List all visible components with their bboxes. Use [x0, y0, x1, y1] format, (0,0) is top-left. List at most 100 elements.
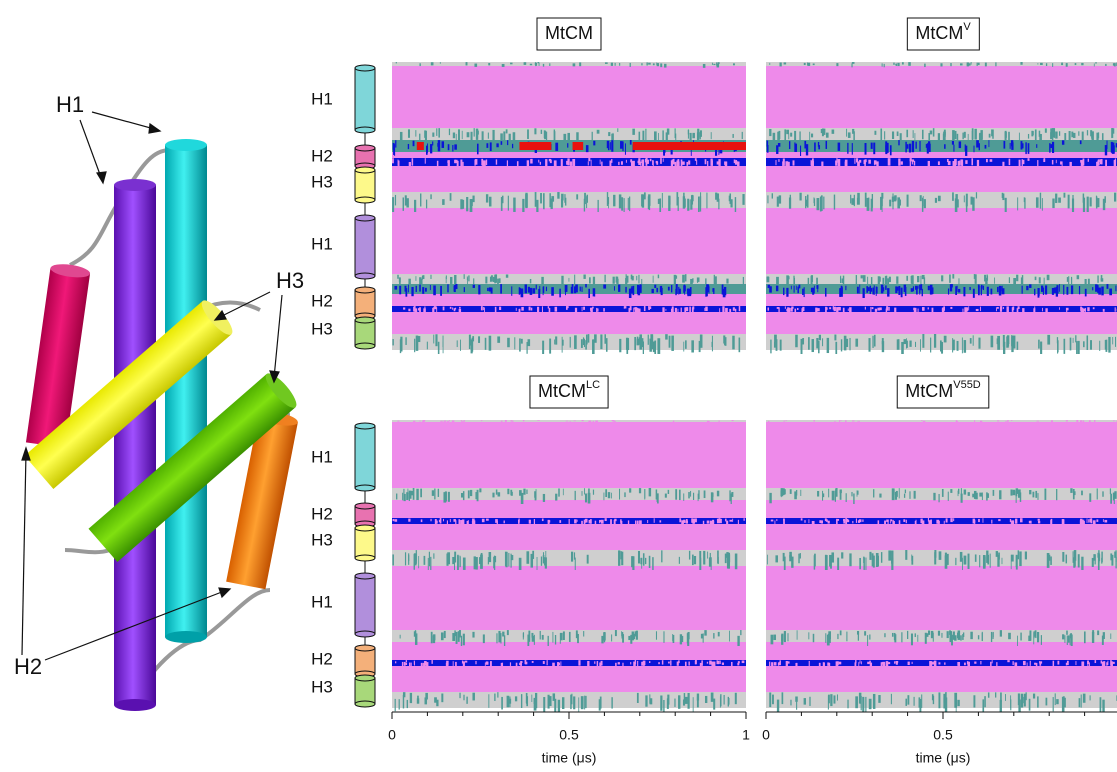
band-noise [807, 195, 809, 208]
band-noise [960, 635, 962, 640]
band-noise [944, 521, 945, 524]
band-noise [909, 341, 911, 347]
band-noise [1042, 308, 1043, 311]
band-noise [1018, 693, 1020, 705]
band-noise [985, 145, 987, 149]
band-noise [549, 63, 550, 66]
band-noise [1067, 277, 1068, 282]
band-noise [583, 275, 585, 279]
band-noise [1047, 335, 1050, 345]
band-noise [901, 632, 902, 642]
band-noise [475, 557, 477, 570]
band-noise [801, 518, 803, 520]
band-noise [545, 557, 547, 568]
band-noise [530, 159, 532, 164]
band-noise [406, 198, 408, 207]
band-noise [786, 420, 787, 421]
legend-label: H3 [311, 530, 333, 549]
band-noise [591, 160, 592, 167]
band-noise [443, 342, 444, 354]
band-noise [406, 663, 407, 665]
band-noise [611, 634, 612, 641]
band-noise [855, 339, 858, 347]
band-noise [838, 159, 841, 166]
band-noise [422, 276, 423, 280]
band-noise [737, 636, 739, 646]
band-noise [671, 285, 672, 292]
band-noise [428, 558, 429, 570]
band-noise [697, 278, 698, 283]
band-noise [1025, 552, 1027, 560]
band-noise [908, 662, 910, 665]
band-noise [1033, 694, 1035, 699]
band-noise [495, 519, 498, 523]
band-noise [512, 144, 513, 148]
band-noise [970, 632, 972, 639]
band-noise [688, 200, 690, 211]
band-noise [857, 491, 859, 495]
band-noise [486, 143, 488, 148]
band-noise [486, 194, 488, 202]
band-noise [938, 631, 940, 636]
band-noise [461, 636, 462, 646]
band-noise [915, 633, 916, 637]
band-noise [681, 520, 684, 525]
band-noise [1091, 518, 1093, 523]
band-noise [881, 285, 883, 294]
band-noise [397, 275, 398, 279]
band-noise [857, 631, 859, 635]
band-noise [869, 634, 870, 639]
band-noise [519, 338, 521, 351]
band-noise [987, 287, 989, 296]
band-noise [486, 159, 487, 165]
band-noise [683, 699, 685, 705]
band-noise [1077, 275, 1079, 279]
band-noise [514, 337, 515, 349]
band-noise [531, 554, 534, 568]
band-noise [656, 63, 657, 66]
band-noise [1076, 661, 1077, 665]
band-noise [848, 309, 849, 311]
band-noise [982, 699, 984, 712]
band-noise [693, 493, 694, 500]
band-noise [1068, 195, 1070, 209]
band-noise [1105, 145, 1107, 155]
band-noise [778, 143, 780, 147]
band-noise [599, 520, 601, 522]
band-noise [809, 661, 810, 667]
band-noise [1074, 558, 1076, 567]
band-noise [928, 286, 930, 290]
band-noise [611, 140, 613, 151]
band-noise [519, 663, 522, 665]
band-noise [454, 160, 456, 163]
band-noise [581, 339, 583, 348]
band-noise [841, 286, 843, 293]
band-noise [579, 62, 581, 66]
band-noise [1053, 661, 1054, 667]
band-noise [654, 341, 656, 354]
band-noise [1105, 160, 1107, 167]
band-noise [719, 661, 720, 664]
band-noise [618, 285, 620, 292]
band-noise [605, 518, 607, 521]
band-noise [1022, 275, 1023, 284]
band-noise [402, 662, 403, 667]
panel: MtCMV55D00.51time (μs) [762, 376, 1117, 766]
band-noise [789, 141, 790, 149]
band-noise [707, 521, 709, 524]
band-noise [662, 130, 663, 141]
band-noise [794, 142, 795, 151]
band-noise [416, 336, 419, 351]
band-noise [692, 133, 695, 138]
band-noise [1039, 277, 1041, 283]
band-noise [632, 276, 634, 281]
band-noise [1017, 636, 1018, 646]
band-noise [714, 275, 715, 284]
band-noise [636, 308, 639, 313]
band-noise [548, 636, 549, 646]
band-noise [626, 338, 628, 350]
band-noise [672, 308, 673, 314]
band-noise [430, 519, 431, 521]
band-noise [799, 193, 801, 201]
band-noise [995, 692, 996, 697]
